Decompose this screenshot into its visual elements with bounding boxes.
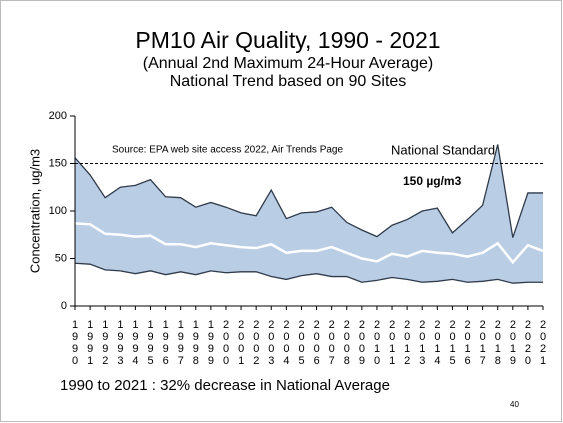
x-tick-label: 2020: [522, 319, 534, 367]
x-tick-label: 2008: [341, 319, 353, 367]
x-tick-label: 2004: [280, 319, 292, 367]
x-tick-label: 1999: [205, 319, 217, 367]
x-tick-label: 1990: [69, 319, 81, 367]
x-tick-label: 2011: [386, 319, 398, 367]
x-tick-label: 1995: [145, 319, 157, 367]
x-tick-label: 2003: [265, 319, 277, 367]
x-tick-label: 1997: [175, 319, 187, 367]
x-tick-label: 1994: [129, 319, 141, 367]
x-tick-label: 2005: [296, 319, 308, 367]
x-tick-label: 2009: [356, 319, 368, 367]
x-tick-label: 2007: [326, 319, 338, 367]
x-tick-label: 2010: [371, 319, 383, 367]
series-line: [74, 222, 544, 265]
x-tick-label: 2006: [311, 319, 323, 367]
y-tick-label: 150: [49, 157, 67, 169]
page-number: 40: [510, 400, 519, 409]
x-tick-label: 2012: [401, 319, 413, 367]
standard-value-label: 150 µg/m3: [403, 174, 462, 188]
x-tick-label: 2014: [431, 319, 443, 367]
band-area: [75, 144, 543, 284]
x-tick-label: 1992: [99, 319, 111, 367]
series-line: [74, 144, 543, 238]
x-tick-label: 1993: [114, 319, 126, 367]
x-tick-label: 2021: [537, 319, 549, 367]
y-tick-label: 200: [49, 110, 67, 122]
x-tick-label: 2016: [462, 319, 474, 367]
x-tick-label: 2000: [220, 319, 232, 367]
x-tick-label: 2017: [477, 319, 489, 367]
x-tick-label: 2001: [235, 319, 247, 367]
series-line: [74, 262, 543, 284]
y-tick-label: 50: [55, 252, 67, 264]
x-tick-label: 1996: [160, 319, 172, 367]
y-tick-label: 0: [61, 300, 67, 312]
chart-title: PM10 Air Quality, 1990 - 2021: [135, 27, 440, 53]
chart-subtitle: (Annual 2nd Maximum 24-Hour Average): [143, 55, 434, 72]
x-tick-label: 1991: [84, 319, 96, 367]
y-tick-label: 100: [49, 205, 67, 217]
y-axis-label: Concentration, ug/m3: [27, 149, 42, 273]
x-tick-label: 2002: [250, 319, 262, 367]
source-note: Source: EPA web site access 2022, Air Tr…: [112, 145, 343, 156]
footer: 1990 to 2021 : 32% decrease in National …: [60, 377, 390, 394]
standard-label: National Standard: [391, 142, 495, 157]
x-tick-label: 2015: [447, 319, 459, 367]
x-tick-label: 2018: [492, 319, 504, 367]
chart-subtitle: National Trend based on 90 Sites: [170, 73, 407, 90]
x-tick-label: 2013: [416, 319, 428, 367]
x-tick-label: 1998: [190, 319, 202, 367]
x-tick-label: 2019: [507, 319, 519, 367]
